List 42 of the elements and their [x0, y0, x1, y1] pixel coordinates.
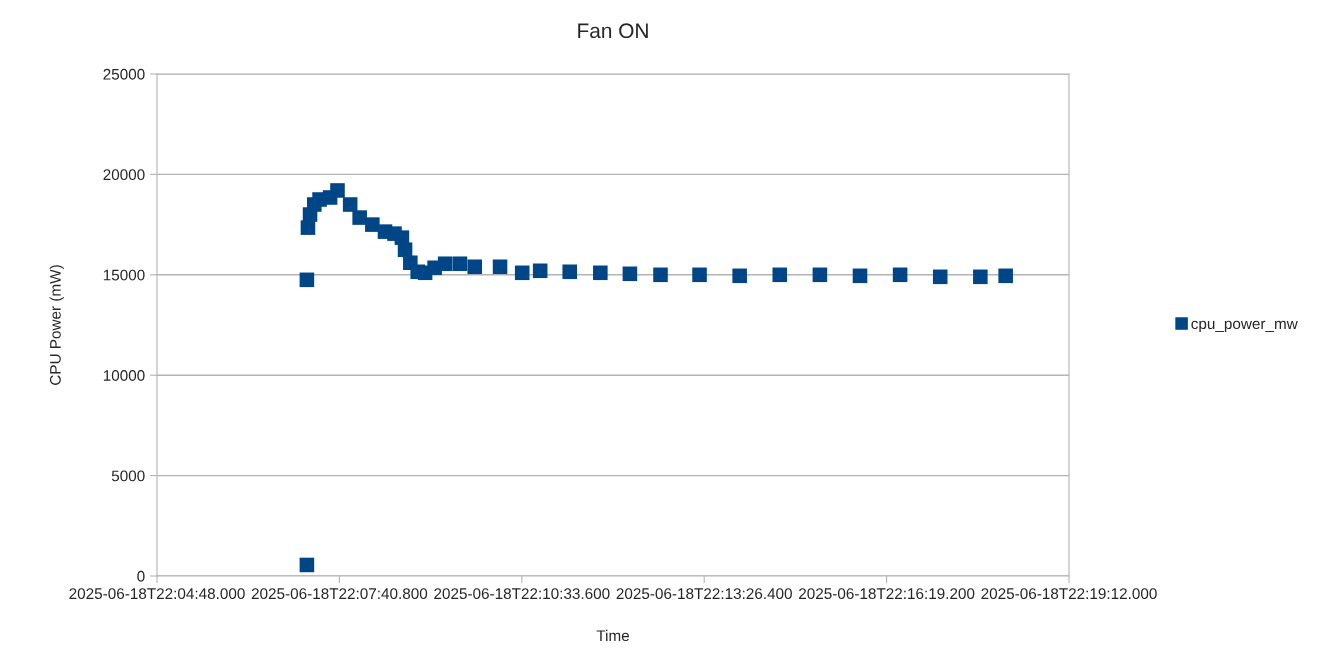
y-tick-label: 5000: [111, 470, 145, 482]
y-tick-label: 25000: [103, 68, 145, 80]
point: [812, 267, 828, 283]
point: [514, 265, 530, 281]
legend-label: cpu_power_mw: [1191, 320, 1298, 333]
point: [593, 265, 608, 281]
x-tick-label: 2025-06-18T22:16:19.200: [799, 588, 975, 600]
point: [892, 267, 908, 283]
x-tick-label: 2025-06-18T22:19:12.000: [981, 588, 1157, 600]
x-tick-label: 2025-06-18T22:10:33.600: [434, 588, 610, 600]
chart-title: Fan ON: [578, 23, 648, 39]
point: [352, 210, 367, 225]
y-tick-label: 10000: [103, 370, 145, 381]
point: [299, 272, 315, 288]
point: [622, 266, 638, 282]
point: [492, 259, 508, 275]
point: [397, 242, 413, 257]
point: [653, 267, 668, 283]
point: [330, 183, 345, 198]
point: [365, 217, 380, 232]
point: [437, 256, 453, 272]
point: [452, 256, 468, 272]
point: [732, 268, 747, 284]
point: [772, 267, 788, 283]
point: [299, 557, 315, 573]
y-tick-label: 20000: [103, 169, 145, 181]
point: [852, 268, 868, 284]
point: [932, 269, 948, 285]
x-tick-label: 2025-06-18T22:07:40.800: [251, 588, 428, 600]
point: [342, 197, 358, 212]
point: [562, 264, 578, 280]
y-tick-label: 0: [137, 570, 145, 582]
x-tick-label: 2025-06-18T22:13:26.400: [616, 588, 792, 600]
y-tick-label: 15000: [103, 269, 145, 281]
y-axis-title: CPU Power (mW): [49, 265, 64, 385]
point: [973, 269, 988, 285]
point: [998, 268, 1013, 284]
point: [532, 263, 548, 279]
point: [467, 259, 483, 275]
point: [692, 267, 707, 283]
x-tick-label: 2025-06-18T22:04:48.000: [69, 588, 245, 600]
x-axis-title: Time: [596, 629, 630, 642]
